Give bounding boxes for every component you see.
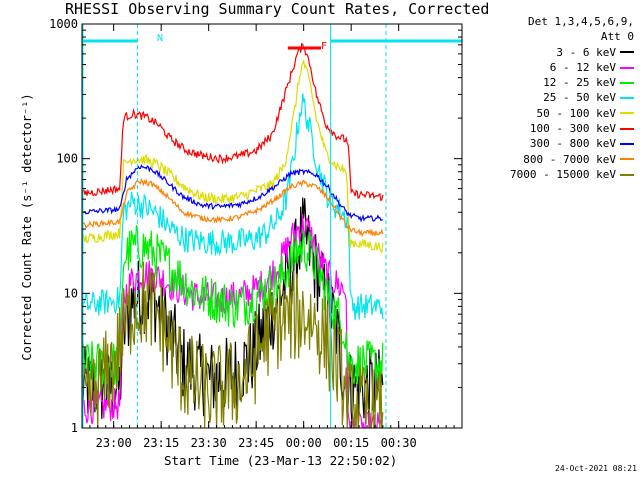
y-axis-label: Corrected Count Rate (s⁻¹ detector⁻¹)	[20, 93, 34, 361]
series-line-5	[81, 59, 384, 255]
legend-item: 800 - 7000 keV	[510, 152, 634, 167]
chart-title: RHESSI Observing Summary Count Rates, Co…	[65, 0, 490, 18]
y-tick-label: 10	[64, 286, 78, 300]
legend-item: 50 - 100 keV	[510, 106, 634, 121]
legend-swatch	[620, 112, 634, 115]
legend-swatch	[620, 66, 634, 69]
legend-item-label: 25 - 50 keV	[543, 91, 616, 105]
legend-item-label: 12 - 25 keV	[543, 76, 616, 90]
x-tick-label: 00:15	[333, 436, 369, 450]
y-tick-label: 1000	[49, 17, 78, 31]
legend-swatch	[620, 127, 634, 130]
series-line-3	[81, 225, 384, 389]
legend: Det 1,3,4,5,6,9, Att 0 3 - 6 keV 6 - 12 k…	[510, 14, 634, 182]
legend-swatch	[620, 173, 634, 176]
legend-item-label: 300 - 800 keV	[529, 137, 616, 151]
legend-item: 25 - 50 keV	[510, 90, 634, 105]
legend-swatch	[620, 81, 634, 84]
legend-item-label: 6 - 12 keV	[549, 60, 616, 74]
x-tick-label: 23:45	[238, 436, 274, 450]
x-axis-label: Start Time (23-Mar-13 22:50:02)	[164, 453, 398, 468]
legend-item-label: 50 - 100 keV	[536, 106, 616, 120]
legend-item-label: 100 - 300 keV	[529, 122, 616, 136]
y-tick-label: 1	[71, 421, 78, 435]
series-line-6	[81, 42, 384, 202]
timestamp: 24-Oct-2021 08:21	[555, 464, 637, 473]
legend-swatch	[620, 51, 634, 54]
y-tick-label: 100	[56, 152, 78, 166]
legend-header-line-2: Att 0	[600, 30, 634, 44]
x-tick-label: 23:15	[143, 436, 179, 450]
legend-swatch	[620, 158, 634, 161]
series-line-7	[81, 163, 383, 223]
legend-item: 300 - 800 keV	[510, 136, 634, 151]
legend-swatch	[620, 97, 634, 100]
legend-item-label: 800 - 7000 keV	[523, 152, 616, 166]
x-tick-label: 00:30	[381, 436, 417, 450]
legend-item: 100 - 300 keV	[510, 121, 634, 136]
legend-item: 6 - 12 keV	[510, 60, 634, 75]
legend-item-label: 7000 - 15000 keV	[510, 167, 616, 181]
legend-item-label: 3 - 6 keV	[556, 45, 616, 59]
legend-swatch	[620, 143, 634, 146]
series-line-9	[81, 261, 384, 429]
x-tick-label: 00:00	[286, 436, 322, 450]
legend-header-line-1: Det 1,3,4,5,6,9,	[528, 15, 634, 28]
legend-item: 12 - 25 keV	[510, 75, 634, 90]
legend-item: 7000 - 15000 keV	[510, 167, 634, 182]
night-label: N	[157, 33, 164, 44]
x-tick-label: 23:00	[96, 436, 132, 450]
legend-item: 3 - 6 keV	[510, 45, 634, 60]
x-tick-label: 23:30	[191, 436, 227, 450]
series-line-4	[81, 93, 384, 320]
series-line-8	[81, 178, 384, 238]
flare-label: F	[321, 41, 328, 52]
